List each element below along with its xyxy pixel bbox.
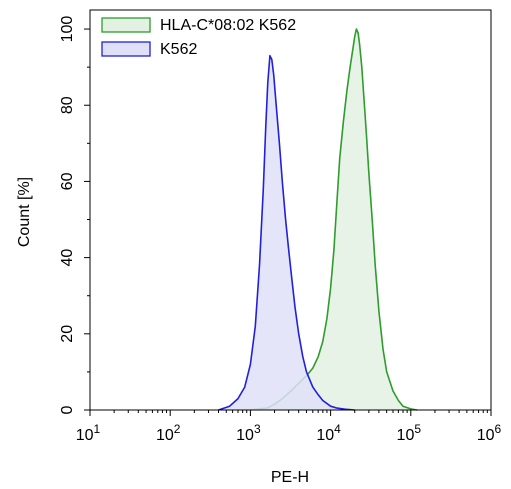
plot-frame [89,9,492,411]
series-line-1 [218,54,355,411]
legend: HLA-C*08:02 K562 K562 [101,17,296,58]
y-tick-label-0: 0 [59,405,76,414]
y-tick-label-4: 80 [59,96,76,114]
x-tick-label-0: 101 [76,422,101,444]
legend-label-1: K562 [160,41,197,58]
y-tick-label-5: 100 [59,16,76,43]
y-tick-label-2: 40 [59,249,76,267]
axes: 101 102 103 104 105 106 0 20 40 60 80 100 [59,9,502,444]
series-area-0 [250,29,418,410]
x-tick-label-2: 103 [236,422,261,444]
x-tick-label-3: 104 [316,422,341,444]
x-axis-title: PE-H [271,469,309,486]
legend-swatch-0 [101,17,151,33]
plot-area [218,28,418,411]
y-tick-label-3: 60 [59,172,76,190]
y-tick-label-1: 20 [59,325,76,343]
legend-label-0: HLA-C*08:02 K562 [160,17,296,34]
x-tick-label-5: 106 [477,422,502,444]
x-tick-label-1: 102 [156,422,181,444]
x-tick-label-4: 105 [397,422,422,444]
y-axis-title: Count [%] [16,177,33,247]
legend-swatch-1 [101,41,151,57]
